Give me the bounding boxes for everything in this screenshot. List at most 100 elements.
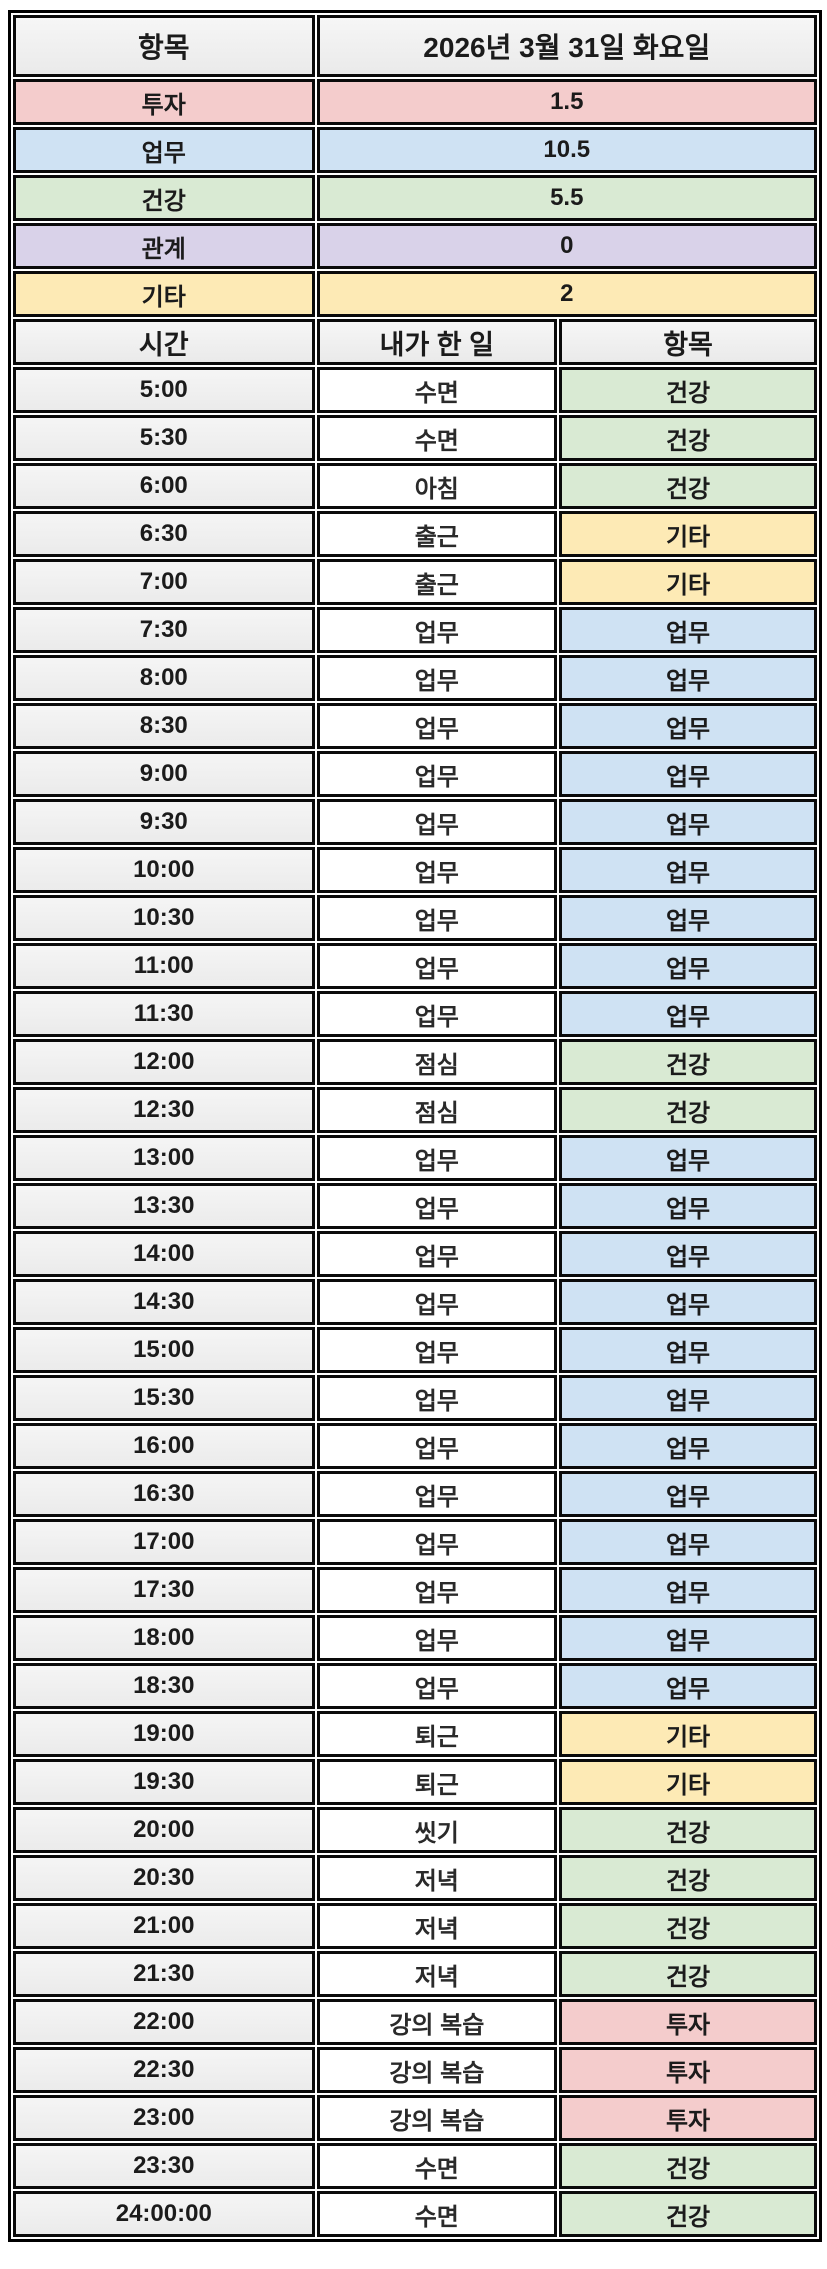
category-cell[interactable]: 업무 <box>559 655 817 701</box>
category-cell[interactable]: 기타 <box>559 1711 817 1757</box>
category-cell[interactable]: 건강 <box>559 1087 817 1133</box>
time-cell[interactable]: 22:00 <box>13 1999 315 2045</box>
task-cell[interactable]: 퇴근 <box>316 1711 558 1757</box>
category-cell[interactable]: 업무 <box>559 895 817 941</box>
time-cell[interactable]: 10:00 <box>13 847 315 893</box>
category-cell[interactable]: 기타 <box>559 559 817 605</box>
time-cell[interactable]: 15:00 <box>13 1327 315 1373</box>
time-cell[interactable]: 24:00:00 <box>13 2191 315 2237</box>
task-cell[interactable]: 저녁 <box>316 1855 558 1901</box>
task-cell[interactable]: 업무 <box>316 991 558 1037</box>
category-cell[interactable]: 건강 <box>559 1855 817 1901</box>
time-cell[interactable]: 13:00 <box>13 1135 315 1181</box>
summary-hours-cell[interactable]: 2 <box>316 271 817 317</box>
time-cell[interactable]: 14:30 <box>13 1279 315 1325</box>
category-cell[interactable]: 건강 <box>559 1951 817 1997</box>
category-cell[interactable]: 업무 <box>559 1279 817 1325</box>
category-cell[interactable]: 업무 <box>559 799 817 845</box>
time-cell[interactable]: 14:00 <box>13 1231 315 1277</box>
time-cell[interactable]: 10:30 <box>13 895 315 941</box>
task-cell[interactable]: 출근 <box>316 559 558 605</box>
category-cell[interactable]: 건강 <box>559 2143 817 2189</box>
task-cell[interactable]: 업무 <box>316 1375 558 1421</box>
category-cell[interactable]: 건강 <box>559 1903 817 1949</box>
task-cell[interactable]: 업무 <box>316 1663 558 1709</box>
time-cell[interactable]: 16:00 <box>13 1423 315 1469</box>
task-cell[interactable]: 수면 <box>316 415 558 461</box>
category-cell[interactable]: 업무 <box>559 943 817 989</box>
time-cell[interactable]: 11:00 <box>13 943 315 989</box>
category-cell[interactable]: 건강 <box>559 463 817 509</box>
category-cell[interactable]: 투자 <box>559 2047 817 2093</box>
task-cell[interactable]: 업무 <box>316 1231 558 1277</box>
task-cell[interactable]: 업무 <box>316 943 558 989</box>
category-cell[interactable]: 업무 <box>559 1231 817 1277</box>
category-cell[interactable]: 업무 <box>559 607 817 653</box>
task-cell[interactable]: 저녁 <box>316 1951 558 1997</box>
category-cell[interactable]: 건강 <box>559 1807 817 1853</box>
task-cell[interactable]: 업무 <box>316 703 558 749</box>
category-cell[interactable]: 업무 <box>559 1183 817 1229</box>
time-cell[interactable]: 12:30 <box>13 1087 315 1133</box>
category-cell[interactable]: 업무 <box>559 1519 817 1565</box>
summary-category-cell[interactable]: 투자 <box>13 79 315 125</box>
task-cell[interactable]: 업무 <box>316 751 558 797</box>
task-cell[interactable]: 강의 복습 <box>316 2047 558 2093</box>
summary-hours-cell[interactable]: 5.5 <box>316 175 817 221</box>
category-cell[interactable]: 업무 <box>559 847 817 893</box>
category-cell[interactable]: 업무 <box>559 1615 817 1661</box>
time-cell[interactable]: 8:30 <box>13 703 315 749</box>
time-cell[interactable]: 22:30 <box>13 2047 315 2093</box>
category-cell[interactable]: 업무 <box>559 1375 817 1421</box>
category-cell[interactable]: 업무 <box>559 1423 817 1469</box>
time-cell[interactable]: 8:00 <box>13 655 315 701</box>
category-cell[interactable]: 건강 <box>559 2191 817 2237</box>
col-header-task[interactable]: 내가 한 일 <box>316 319 558 365</box>
task-cell[interactable]: 아침 <box>316 463 558 509</box>
time-cell[interactable]: 7:00 <box>13 559 315 605</box>
summary-category-cell[interactable]: 건강 <box>13 175 315 221</box>
summary-hours-cell[interactable]: 0 <box>316 223 817 269</box>
category-cell[interactable]: 건강 <box>559 367 817 413</box>
category-cell[interactable]: 건강 <box>559 1039 817 1085</box>
time-cell[interactable]: 9:00 <box>13 751 315 797</box>
time-cell[interactable]: 19:00 <box>13 1711 315 1757</box>
col-header-time[interactable]: 시간 <box>13 319 315 365</box>
category-cell[interactable]: 업무 <box>559 1663 817 1709</box>
time-cell[interactable]: 6:30 <box>13 511 315 557</box>
task-cell[interactable]: 저녁 <box>316 1903 558 1949</box>
summary-category-cell[interactable]: 업무 <box>13 127 315 173</box>
task-cell[interactable]: 업무 <box>316 847 558 893</box>
category-cell[interactable]: 업무 <box>559 1471 817 1517</box>
time-cell[interactable]: 5:00 <box>13 367 315 413</box>
time-cell[interactable]: 15:30 <box>13 1375 315 1421</box>
task-cell[interactable]: 강의 복습 <box>316 2095 558 2141</box>
summary-category-cell[interactable]: 관계 <box>13 223 315 269</box>
category-cell[interactable]: 업무 <box>559 1327 817 1373</box>
summary-header-category-label[interactable]: 항목 <box>13 15 315 77</box>
task-cell[interactable]: 업무 <box>316 1615 558 1661</box>
time-cell[interactable]: 19:30 <box>13 1759 315 1805</box>
category-cell[interactable]: 투자 <box>559 2095 817 2141</box>
time-cell[interactable]: 20:30 <box>13 1855 315 1901</box>
task-cell[interactable]: 업무 <box>316 895 558 941</box>
task-cell[interactable]: 업무 <box>316 607 558 653</box>
task-cell[interactable]: 점심 <box>316 1087 558 1133</box>
time-cell[interactable]: 23:00 <box>13 2095 315 2141</box>
task-cell[interactable]: 점심 <box>316 1039 558 1085</box>
category-cell[interactable]: 업무 <box>559 703 817 749</box>
time-cell[interactable]: 6:00 <box>13 463 315 509</box>
time-cell[interactable]: 18:00 <box>13 1615 315 1661</box>
task-cell[interactable]: 퇴근 <box>316 1759 558 1805</box>
task-cell[interactable]: 수면 <box>316 2143 558 2189</box>
time-cell[interactable]: 21:30 <box>13 1951 315 1997</box>
task-cell[interactable]: 업무 <box>316 1327 558 1373</box>
time-cell[interactable]: 17:30 <box>13 1567 315 1613</box>
task-cell[interactable]: 업무 <box>316 799 558 845</box>
category-cell[interactable]: 기타 <box>559 1759 817 1805</box>
time-cell[interactable]: 20:00 <box>13 1807 315 1853</box>
task-cell[interactable]: 업무 <box>316 1183 558 1229</box>
summary-category-cell[interactable]: 기타 <box>13 271 315 317</box>
col-header-category[interactable]: 항목 <box>559 319 817 365</box>
category-cell[interactable]: 업무 <box>559 991 817 1037</box>
